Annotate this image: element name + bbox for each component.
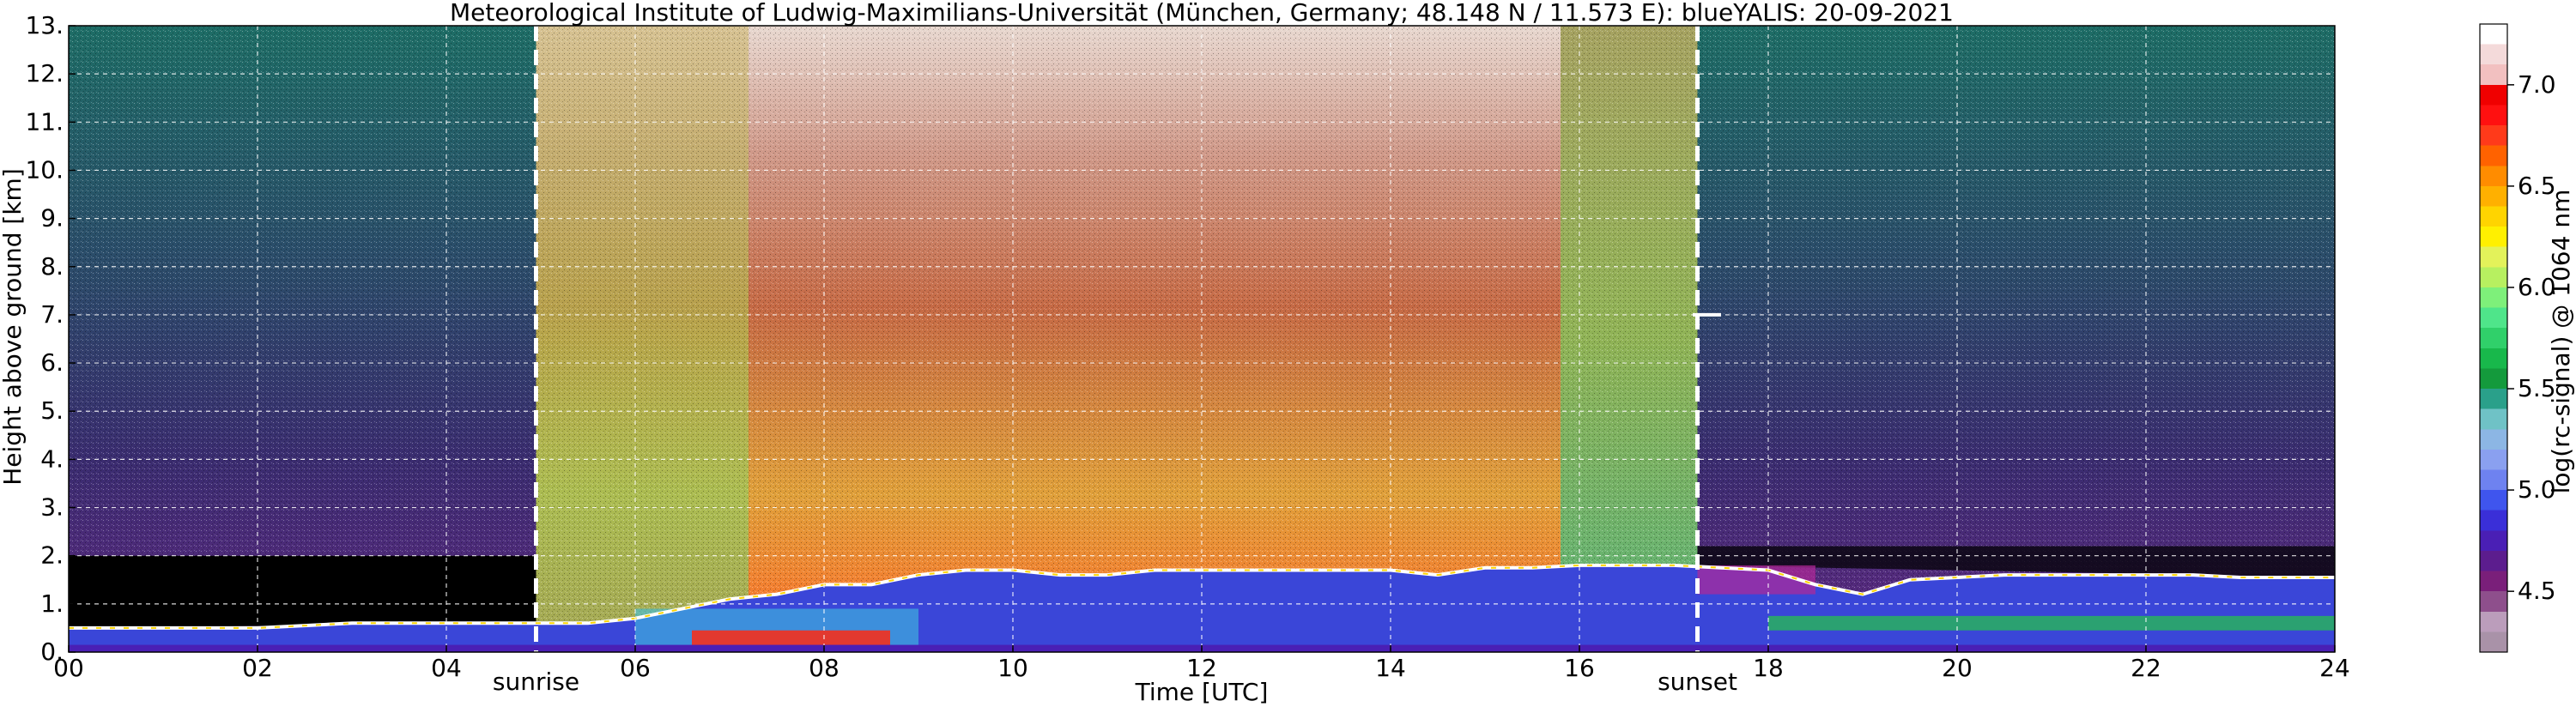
- colorbar-tick-label: 6.0: [2518, 273, 2556, 301]
- x-tick-label: 00: [53, 654, 84, 682]
- y-axis-label: Height above ground [km]: [0, 168, 27, 486]
- x-axis-label: Time [UTC]: [1135, 678, 1269, 706]
- sunrise-label: sunrise: [493, 668, 579, 696]
- y-tick-label: 13.: [25, 11, 64, 39]
- y-tick-label: 3.: [40, 493, 64, 522]
- grid-lines: [69, 26, 2335, 652]
- x-tick-label: 06: [620, 654, 651, 682]
- axes: 00 02 04 06 08 10 12 14 16 18 20 22 24 0. 1. 2. 3. 4. 5. 6.…: [25, 11, 2349, 682]
- colorbar-tick-label: 7.0: [2518, 70, 2556, 99]
- colorbar-tick-label: 6.5: [2518, 172, 2556, 200]
- x-tick-label: 04: [431, 654, 462, 682]
- x-tick-label: 02: [242, 654, 273, 682]
- y-tick-label: 9.: [40, 204, 64, 233]
- x-tick-label: 12: [1186, 654, 1217, 682]
- x-tick-label: 16: [1564, 654, 1595, 682]
- x-tick-label: 08: [809, 654, 839, 682]
- x-tick-label: 10: [997, 654, 1028, 682]
- y-tick-label: 8.: [40, 252, 64, 281]
- y-tick-label: 6.: [40, 348, 64, 377]
- colorbar-label: log(rc-signal) @ 1064 nm: [2547, 190, 2575, 494]
- x-tick-label: 22: [2131, 654, 2161, 682]
- y-tick-label: 12.: [25, 59, 64, 88]
- x-tick-label: 24: [2319, 654, 2350, 682]
- y-tick-label: 5.: [40, 396, 64, 425]
- x-tick-label: 14: [1375, 654, 1406, 682]
- evening-residual-layer: [1768, 615, 2335, 631]
- x-tick-label: 18: [1753, 654, 1784, 682]
- y-tick-label: 7.: [40, 300, 64, 329]
- night-low-dark-region-left: [69, 555, 536, 628]
- y-tick-label: 11.: [25, 107, 64, 136]
- colorbar: 4.5 5.0 5.5 6.0 6.5 7.0: [2479, 23, 2556, 653]
- colorbar-tick-label: 5.5: [2518, 374, 2556, 402]
- y-tick-label: 10.: [25, 155, 64, 184]
- annotations: sunrise sunset: [493, 26, 1737, 696]
- colorbar-bar: [2479, 23, 2508, 653]
- y-tick-label: 4.: [40, 444, 64, 473]
- night-low-dark-region-right: [1697, 546, 2335, 577]
- y-tick-label: 2.: [40, 541, 64, 570]
- y-tick-label: 0.: [40, 638, 64, 666]
- sunset-label: sunset: [1658, 668, 1737, 696]
- x-tick-label: 20: [1942, 654, 1973, 682]
- colorbar-tick-label: 5.0: [2518, 475, 2556, 504]
- y-tick-label: 1.: [40, 589, 64, 618]
- chart-title: Meteorological Institute of Ludwig-Maxim…: [450, 0, 1954, 27]
- colorbar-tick-label: 4.5: [2518, 577, 2556, 605]
